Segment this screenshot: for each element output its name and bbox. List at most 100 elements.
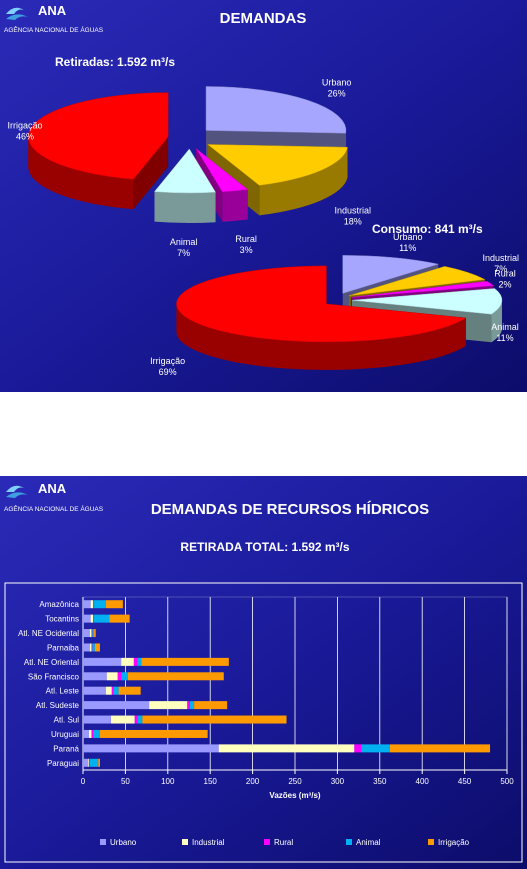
legend-swatch bbox=[428, 839, 434, 845]
bar-segment bbox=[93, 600, 95, 609]
bar-segment bbox=[118, 686, 141, 695]
y-tick-label: Uruguai bbox=[51, 730, 79, 739]
bar-segment bbox=[90, 600, 94, 609]
x-tick-label: 50 bbox=[121, 777, 130, 786]
slice-label: Animal 11% bbox=[491, 322, 519, 343]
bar-segment bbox=[94, 600, 106, 609]
x-tick-label: 350 bbox=[373, 777, 387, 786]
pie-slice bbox=[207, 144, 348, 186]
bar-segment bbox=[189, 701, 195, 710]
slice-label: Irrigação 46% bbox=[7, 120, 42, 141]
legend-label: Urbano bbox=[110, 838, 137, 847]
bar-segment bbox=[187, 701, 190, 710]
pie-slice bbox=[350, 280, 495, 298]
bar-segment bbox=[127, 672, 224, 681]
pie-wall bbox=[133, 136, 169, 210]
agency-name: AGÊNCIA NACIONAL DE ÁGUAS bbox=[4, 504, 104, 513]
x-axis-label: Vazões (m³/s) bbox=[269, 791, 320, 800]
bar-segment bbox=[90, 614, 94, 623]
bar-segment bbox=[89, 643, 92, 652]
x-tick-label: 250 bbox=[288, 777, 302, 786]
bar-segment bbox=[141, 657, 229, 666]
bar-segment bbox=[361, 744, 390, 753]
bar-segment bbox=[83, 686, 106, 695]
slice-category: Animal bbox=[170, 237, 198, 247]
x-tick-label: 450 bbox=[458, 777, 472, 786]
slide-title: DEMANDAS DE RECURSOS HÍDRICOS bbox=[151, 501, 429, 518]
bar-segment bbox=[83, 643, 90, 652]
bar-segment bbox=[83, 729, 89, 738]
bar-segment bbox=[83, 701, 150, 710]
y-tick-label: Atl. Leste bbox=[46, 687, 80, 696]
bar-segment bbox=[98, 758, 100, 767]
slice-value: 2% bbox=[498, 279, 511, 289]
pie-side bbox=[491, 300, 502, 343]
bar-segment bbox=[83, 657, 122, 666]
y-tick-label: Atl. NE Ocidental bbox=[18, 629, 79, 638]
bar-segment bbox=[134, 715, 138, 724]
bar-segment bbox=[354, 744, 362, 753]
chart-frame bbox=[4, 582, 523, 863]
bar-segment bbox=[89, 758, 99, 767]
slice-value: 26% bbox=[328, 88, 346, 98]
bar-segment bbox=[194, 701, 228, 710]
pie-slice bbox=[342, 255, 439, 294]
x-tick-label: 300 bbox=[331, 777, 345, 786]
bar-segment bbox=[105, 600, 123, 609]
slice-label: Irrigação 69% bbox=[150, 356, 185, 377]
slice-label: Urbano 11% bbox=[393, 232, 423, 253]
slice-value: 7% bbox=[494, 264, 507, 274]
bar-segment bbox=[142, 715, 287, 724]
slice-label: Urbano 26% bbox=[322, 77, 352, 98]
y-tick-label: Parnaiba bbox=[47, 643, 80, 652]
bar-segment bbox=[121, 672, 128, 681]
bar-segment bbox=[94, 643, 100, 652]
y-tick-label: Tocantins bbox=[45, 615, 79, 624]
slice-category: Industrial bbox=[335, 205, 372, 215]
bar-segment bbox=[91, 729, 94, 738]
slice-label: Animal 7% bbox=[170, 237, 198, 258]
slice-category: Urbano bbox=[322, 77, 352, 87]
slide-background bbox=[0, 476, 527, 869]
slice-category: Rural bbox=[235, 234, 257, 244]
bar-segment bbox=[133, 657, 138, 666]
x-tick-label: 500 bbox=[500, 777, 514, 786]
bar-segment bbox=[83, 715, 111, 724]
slice-label: Rural 2% bbox=[494, 268, 516, 289]
y-tick-label: Paraguai bbox=[47, 759, 79, 768]
slice-label: Industrial 7% bbox=[483, 253, 520, 274]
legend-label: Industrial bbox=[192, 838, 225, 847]
legend-swatch bbox=[264, 839, 270, 845]
bar-segment bbox=[121, 657, 134, 666]
x-tick-label: 200 bbox=[246, 777, 260, 786]
bar-segment bbox=[91, 629, 93, 638]
pie-slice bbox=[351, 288, 503, 315]
slice-value: 11% bbox=[496, 333, 513, 343]
legend-swatch bbox=[346, 839, 352, 845]
bar-segment bbox=[89, 629, 92, 638]
bar-segment bbox=[389, 744, 491, 753]
bar-segment bbox=[88, 758, 89, 767]
slice-value: 18% bbox=[344, 216, 362, 226]
bar-segment bbox=[92, 643, 95, 652]
bar-segment bbox=[109, 614, 130, 623]
pie-slice bbox=[153, 148, 216, 194]
bar-segment bbox=[83, 629, 90, 638]
pie-slice bbox=[195, 148, 249, 193]
slice-value: 46% bbox=[16, 131, 34, 141]
bar-segment bbox=[113, 686, 119, 695]
bar-segment bbox=[218, 744, 355, 753]
slice-label: Industrial 18% bbox=[335, 205, 372, 226]
legend-label: Rural bbox=[274, 838, 293, 847]
bar-segment bbox=[92, 629, 95, 638]
slice-category: Irrigação bbox=[7, 120, 42, 130]
bar-segment bbox=[117, 672, 122, 681]
bar-segment bbox=[88, 758, 90, 767]
chart-title: RETIRADA TOTAL: 1.592 m³/s bbox=[180, 540, 349, 554]
chart-title: Retiradas: 1.592 m³/s bbox=[55, 55, 175, 69]
bar-segment bbox=[83, 672, 107, 681]
pie-side bbox=[154, 191, 216, 223]
slice-category: Rural bbox=[494, 268, 516, 278]
legend-swatch bbox=[182, 839, 188, 845]
